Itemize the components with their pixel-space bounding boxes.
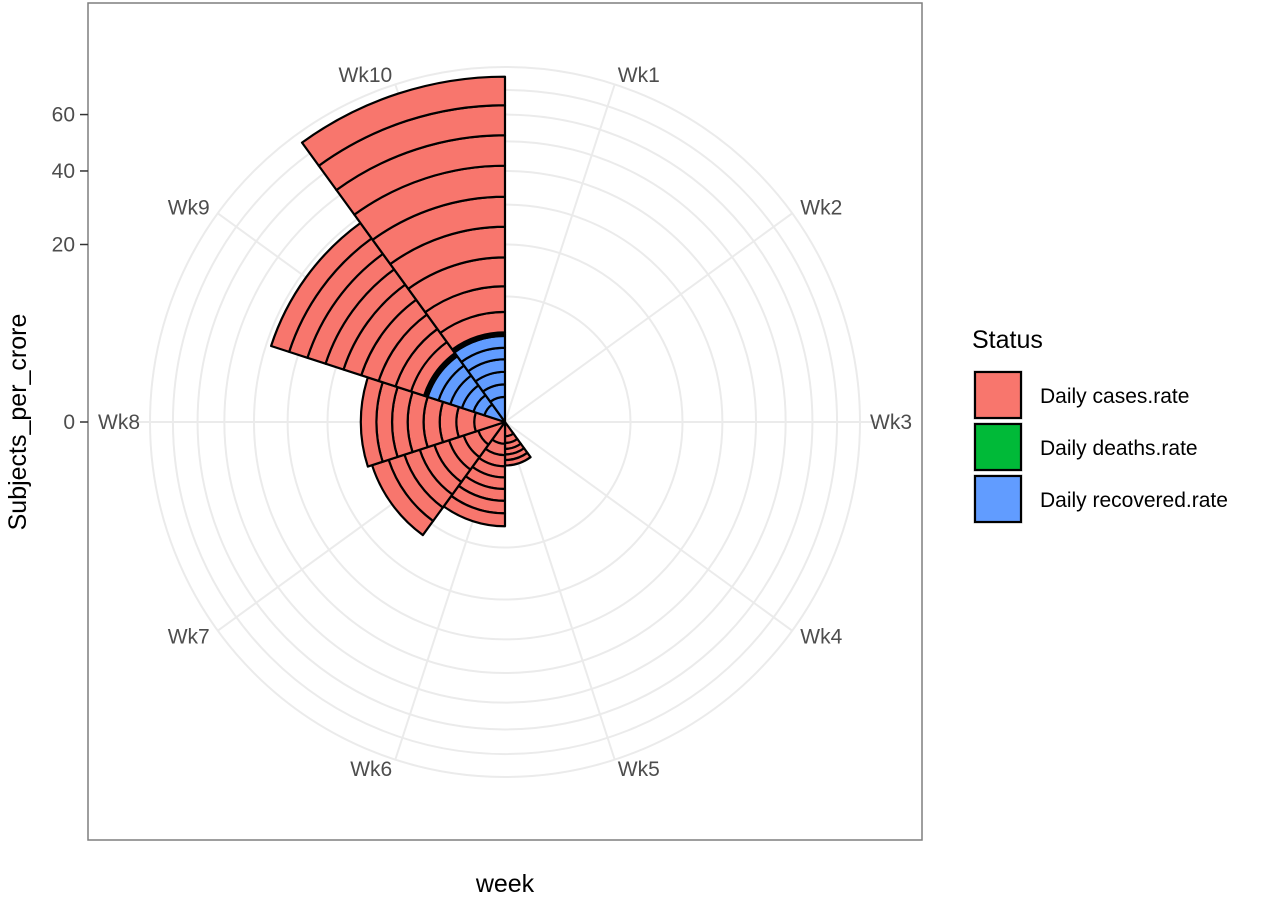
bar-segment-wk10 xyxy=(300,75,507,167)
grid-spoke xyxy=(504,421,793,632)
grid-spoke xyxy=(504,84,616,423)
week-label-wk4: Wk4 xyxy=(800,626,842,649)
bar-segment-wk8 xyxy=(438,400,460,444)
bar-segments xyxy=(269,75,532,537)
legend-label: Daily recovered.rate xyxy=(1040,489,1228,512)
y-tick-label: 0 xyxy=(63,411,75,434)
y-tick-label: 20 xyxy=(52,234,75,257)
week-label-wk1: Wk1 xyxy=(618,64,660,87)
week-label-wk8: Wk8 xyxy=(98,411,140,434)
legend-label: Daily cases.rate xyxy=(1040,385,1189,408)
week-label-wk5: Wk5 xyxy=(618,758,660,781)
y-tick-label: 40 xyxy=(52,160,75,183)
legend-label: Daily deaths.rate xyxy=(1040,437,1198,460)
week-labels: Wk1 Wk2 Wk3 Wk4 Wk5 Wk6 Wk7 Wk8 Wk9 Wk10 xyxy=(98,64,912,781)
legend-swatch xyxy=(973,422,1023,472)
week-label-wk7: Wk7 xyxy=(168,626,210,649)
legend-swatch xyxy=(973,370,1023,420)
week-label-wk9: Wk9 xyxy=(168,196,210,219)
grid-spoke xyxy=(504,421,616,760)
y-axis-ticks: 0 20 40 60 xyxy=(52,104,88,434)
legend: Status Daily cases.rate Daily deaths.rate… xyxy=(972,326,1228,524)
y-tick-label: 60 xyxy=(52,104,75,127)
legend-swatch xyxy=(973,474,1023,524)
legend-title: Status xyxy=(972,326,1043,354)
grid-spoke xyxy=(504,212,793,423)
legend-entries: Daily cases.rate Daily deaths.rate Daily r… xyxy=(973,370,1228,524)
week-label-wk6: Wk6 xyxy=(350,758,392,781)
y-axis-title: Subjects_per_crore xyxy=(4,314,32,531)
week-label-wk10: Wk10 xyxy=(339,64,393,87)
week-label-wk2: Wk2 xyxy=(800,196,842,219)
week-label-wk3: Wk3 xyxy=(870,411,912,434)
x-axis-title: week xyxy=(475,870,535,898)
